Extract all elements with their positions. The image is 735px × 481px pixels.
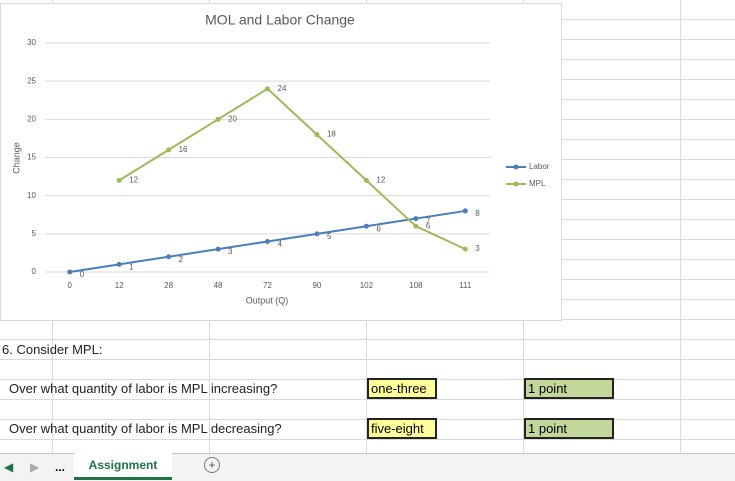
x-tick-label: 90 (312, 281, 321, 290)
y-axis-label: Change (11, 142, 21, 174)
points-cell[interactable]: 1 point (524, 418, 614, 439)
data-label: 3 (475, 244, 480, 253)
chart-title: MOL and Labor Change (205, 12, 355, 28)
data-point (363, 177, 369, 183)
x-tick-label: 12 (115, 281, 124, 290)
points-cell[interactable]: 1 point (524, 378, 614, 399)
x-tick-label: 0 (67, 281, 72, 290)
data-label: 24 (278, 84, 287, 93)
data-label: 0 (80, 270, 85, 279)
data-point (265, 86, 270, 92)
data-label: 2 (179, 255, 184, 264)
data-label: 20 (228, 114, 237, 123)
data-point (413, 216, 419, 222)
scroll-left[interactable]: ◀ (4, 460, 14, 474)
data-point (215, 116, 221, 122)
data-label: 16 (179, 145, 188, 154)
question: Over what quantity of labor is MPL decre… (9, 421, 282, 436)
data-label: 12 (129, 176, 138, 185)
y-tick-label: 15 (27, 153, 36, 162)
data-point (215, 246, 221, 252)
legend-label: MPL (529, 179, 546, 188)
y-tick-label: 20 (27, 114, 36, 123)
y-tick-label: 5 (32, 229, 37, 238)
heading: 6. Consider MPL: (2, 342, 103, 357)
data-point (462, 208, 468, 214)
x-tick-label: 108 (409, 281, 423, 290)
data-label: 4 (278, 240, 283, 249)
y-tick-label: 25 (27, 76, 36, 85)
data-label: 5 (327, 232, 332, 241)
y-tick-label: 30 (27, 38, 36, 47)
question: Over what quantity of labor is MPL incre… (9, 381, 278, 396)
sheet-tabs: ◀ ▶ ... Assignment + (0, 453, 735, 481)
x-axis-label: Output (Q) (246, 295, 289, 305)
series-line (118, 87, 466, 251)
legend-marker (513, 181, 519, 187)
data-label: 12 (376, 176, 385, 185)
data-label: 6 (426, 221, 431, 230)
x-tick-label: 48 (214, 281, 223, 290)
data-point (67, 269, 73, 275)
data-point (116, 177, 122, 183)
chart-area (0, 3, 562, 321)
data-point (166, 254, 172, 260)
answer-cell[interactable]: one-three (367, 378, 437, 399)
data-label: 3 (228, 247, 233, 256)
y-tick-label: 10 (27, 191, 36, 200)
data-point (363, 223, 369, 229)
answer-cell[interactable]: five-eight (367, 418, 437, 439)
data-point (314, 132, 320, 138)
data-label: 7 (426, 217, 431, 226)
data-point (116, 261, 122, 267)
y-tick-label: 0 (32, 267, 37, 276)
data-point (166, 147, 172, 153)
more-tabs[interactable]: ... (55, 460, 66, 474)
legend-marker (513, 164, 519, 170)
data-label: 6 (376, 224, 381, 233)
data-label: 18 (327, 130, 336, 139)
x-tick-label: 28 (164, 281, 173, 290)
legend-label: Labor (529, 162, 550, 171)
data-point (413, 223, 419, 229)
data-point (462, 246, 468, 252)
data-label: 1 (129, 262, 134, 271)
x-tick-label: 111 (459, 281, 472, 290)
active-tab[interactable]: Assignment (74, 453, 172, 480)
scroll-right[interactable]: ▶ (30, 460, 40, 474)
data-point (314, 231, 320, 237)
x-tick-label: 102 (360, 281, 374, 290)
add-sheet[interactable]: + (204, 457, 220, 473)
x-tick-label: 72 (263, 281, 272, 290)
chart: MOL and Labor Change Output (Q) Change 0… (0, 3, 562, 321)
data-label: 8 (475, 209, 480, 218)
data-point (265, 238, 270, 244)
